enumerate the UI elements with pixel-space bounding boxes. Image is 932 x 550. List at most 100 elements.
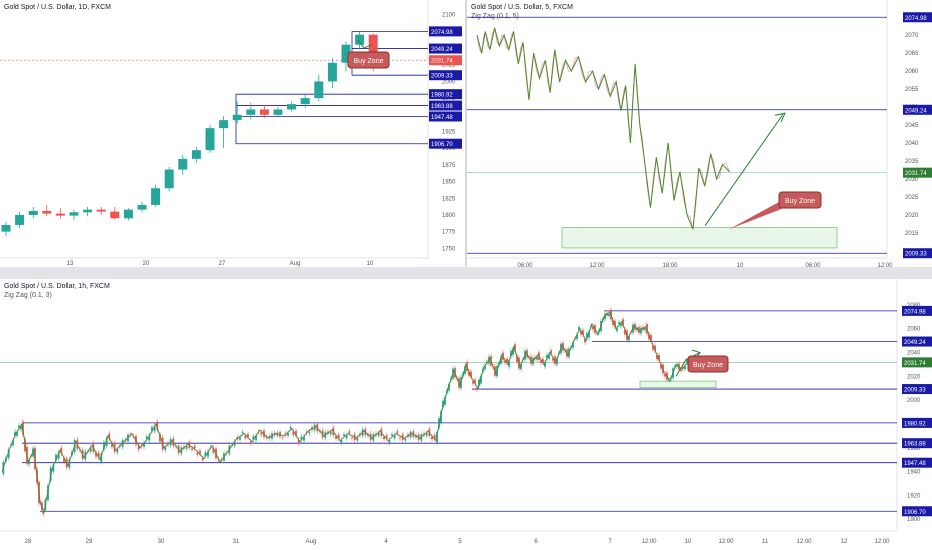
daily-candle[interactable] bbox=[205, 128, 215, 151]
h1-candle bbox=[156, 421, 159, 431]
h1-time-tick-label: 12:00 bbox=[718, 539, 734, 545]
h1-candle bbox=[233, 441, 236, 446]
daily-candle[interactable] bbox=[164, 169, 174, 189]
h1-level-tag: 2009.33 bbox=[904, 388, 926, 394]
daily-direction-arrow bbox=[357, 39, 373, 49]
h1-candle bbox=[100, 453, 103, 463]
daily-chart-panel[interactable]: Gold Spot / U.S. Dollar, 1D, FXCM 2100 20… bbox=[0, 0, 465, 267]
h1-level-tag: 2049.24 bbox=[904, 340, 926, 346]
h1-candle bbox=[425, 432, 428, 436]
m5-chart-panel[interactable]: Gold Spot / U.S. Dollar, 5, FXCM Zig Zag… bbox=[467, 0, 932, 267]
daily-buy-zone-label-box[interactable] bbox=[347, 51, 390, 69]
h1-time-tick-label: 10 bbox=[685, 539, 692, 545]
h1-level-tag: 1963.88 bbox=[904, 442, 926, 448]
h1-candle bbox=[500, 356, 502, 364]
daily-price-tick-label: 1825 bbox=[442, 196, 456, 202]
daily-candle[interactable] bbox=[83, 209, 93, 213]
m5-indicator-label[interactable]: Zig Zag (0.1, 5) bbox=[471, 13, 519, 20]
h1-direction-arrow bbox=[675, 352, 701, 377]
h1-buy-zone-label-box[interactable] bbox=[687, 355, 729, 373]
m5-chart-title: Gold Spot / U.S. Dollar, 5, FXCM bbox=[471, 4, 573, 11]
daily-price-tick-label: 1750 bbox=[442, 246, 456, 252]
daily-candle[interactable] bbox=[287, 104, 297, 110]
daily-candle[interactable] bbox=[259, 109, 269, 115]
m5-chart-svg[interactable]: 2075207020652060205520502045204020352030… bbox=[467, 0, 932, 267]
h1-level-tag-bg bbox=[902, 438, 932, 449]
daily-candle[interactable] bbox=[368, 34, 378, 61]
h1-candle bbox=[444, 397, 446, 405]
daily-candle[interactable] bbox=[110, 211, 120, 219]
h1-time-tick-label: 30 bbox=[158, 539, 165, 545]
m5-demand-zone[interactable] bbox=[561, 227, 838, 249]
h1-candle bbox=[377, 432, 380, 436]
daily-candle[interactable] bbox=[1, 224, 11, 232]
m5-price-tick-label: 2015 bbox=[905, 231, 919, 237]
daily-candle[interactable] bbox=[178, 158, 188, 170]
daily-candle[interactable] bbox=[151, 188, 161, 205]
m5-zigzag-line[interactable] bbox=[476, 27, 730, 230]
daily-level-tag: 2049.24 bbox=[431, 47, 453, 53]
h1-candle bbox=[329, 431, 332, 435]
m5-buy-zone-label-box[interactable] bbox=[778, 191, 822, 209]
h1-indicator-label[interactable]: Zig Zag (0.1, 3) bbox=[4, 292, 52, 299]
m5-arrowhead bbox=[774, 112, 786, 123]
h1-candle bbox=[14, 431, 16, 436]
daily-candle[interactable] bbox=[137, 204, 147, 210]
m5-price-line bbox=[476, 26, 730, 230]
daily-candle[interactable] bbox=[191, 150, 201, 159]
daily-candle[interactable] bbox=[55, 213, 65, 216]
daily-candle[interactable] bbox=[96, 209, 106, 212]
m5-buy-zone-label: Buy Zone bbox=[785, 198, 815, 205]
daily-candle[interactable] bbox=[246, 109, 256, 115]
daily-candle[interactable] bbox=[314, 81, 324, 99]
daily-chart-svg[interactable]: 2100207520502025200019751950192519001875… bbox=[0, 0, 465, 267]
h1-candle bbox=[660, 364, 662, 369]
m5-price-tick-label: 2070 bbox=[905, 33, 919, 39]
h1-current-price-tag: 2031.74 bbox=[904, 361, 926, 367]
h1-candle bbox=[620, 323, 622, 327]
daily-level-tag-bg bbox=[429, 26, 462, 37]
m5-price-tick-label: 2030 bbox=[905, 177, 919, 183]
daily-candle[interactable] bbox=[327, 62, 337, 82]
h1-price-tick-label: 1940 bbox=[907, 470, 921, 476]
daily-candle[interactable] bbox=[28, 210, 38, 215]
panel-divider-vertical[interactable] bbox=[465, 0, 467, 267]
daily-candle[interactable] bbox=[219, 120, 229, 129]
h1-candle bbox=[89, 447, 92, 452]
daily-buy-zone-label: Buy Zone bbox=[354, 58, 384, 65]
daily-candle[interactable] bbox=[42, 210, 52, 214]
h1-level-tag-bg bbox=[902, 384, 932, 395]
daily-candle[interactable] bbox=[355, 34, 365, 45]
daily-level-tag-bg bbox=[429, 111, 462, 122]
h1-candle bbox=[472, 381, 474, 384]
h1-candle bbox=[63, 457, 65, 463]
h1-candle bbox=[520, 363, 522, 370]
h1-candle bbox=[260, 432, 263, 435]
daily-candle[interactable] bbox=[15, 214, 25, 225]
daily-candle[interactable] bbox=[300, 98, 310, 105]
h1-demand-zone[interactable] bbox=[639, 380, 717, 389]
h1-candle bbox=[624, 329, 626, 335]
h1-candle bbox=[383, 436, 385, 440]
h1-candle bbox=[204, 452, 207, 457]
h1-candle bbox=[512, 348, 514, 355]
h1-candle bbox=[143, 443, 145, 447]
daily-level-tag: 2009.33 bbox=[431, 74, 453, 80]
h1-candle bbox=[108, 433, 111, 439]
daily-price-tick-label: 1800 bbox=[442, 213, 456, 219]
daily-candle[interactable] bbox=[341, 44, 351, 63]
daily-candle[interactable] bbox=[69, 212, 79, 216]
daily-candle[interactable] bbox=[273, 109, 283, 115]
m5-time-tick-label: 12:00 bbox=[877, 263, 893, 267]
h1-chart-panel[interactable]: Gold Spot / U.S. Dollar, 1h, FXCM Zig Za… bbox=[0, 279, 932, 550]
h1-zigzag-line[interactable] bbox=[1, 311, 689, 514]
panel-divider-horizontal[interactable] bbox=[0, 267, 932, 279]
daily-candle[interactable] bbox=[232, 114, 242, 121]
h1-chart-svg[interactable]: 2080206020402020200019801960194019201900… bbox=[0, 279, 932, 550]
h1-candle bbox=[404, 438, 407, 441]
h1-time-tick-label: 31 bbox=[233, 539, 240, 545]
daily-candle[interactable] bbox=[123, 209, 133, 219]
h1-candle bbox=[244, 435, 247, 439]
daily-time-tick-label: Aug bbox=[290, 261, 301, 267]
h1-time-tick-label: 29 bbox=[86, 539, 93, 545]
